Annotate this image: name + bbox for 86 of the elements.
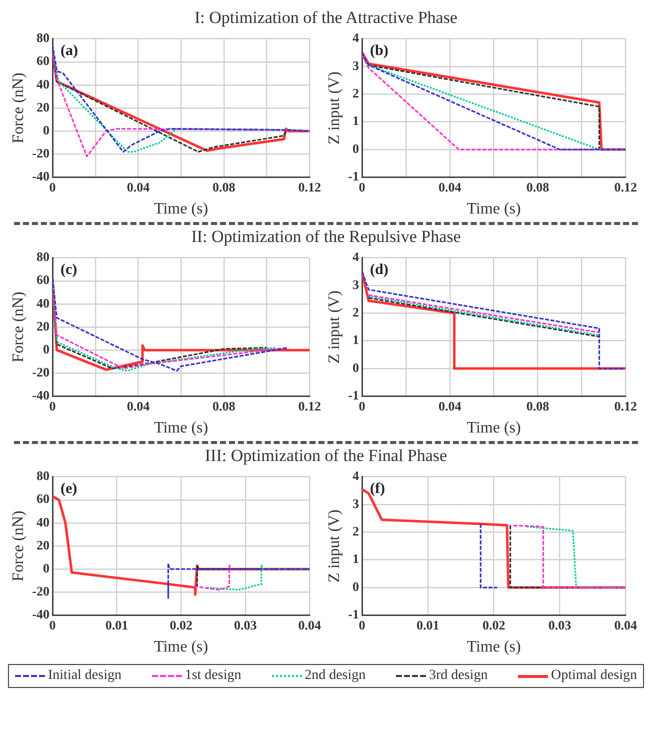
y-tick-label: 0 xyxy=(43,122,50,138)
y-tick-label: 0 xyxy=(352,140,360,156)
y-tick-label: 60 xyxy=(36,491,50,506)
annotation: (c) xyxy=(60,262,78,278)
y-tick-label: -1 xyxy=(348,606,360,622)
y-tick-label: 80 xyxy=(36,249,50,264)
y-tick-label: 2 xyxy=(352,86,360,101)
y-tick-label: 20 xyxy=(36,318,50,334)
annotation: (a) xyxy=(60,43,78,60)
legend-label: Optimal design xyxy=(551,668,637,684)
annotation: (e) xyxy=(60,481,78,498)
x-tick-label: 0.12 xyxy=(614,179,637,194)
y-axis-title: Z input (V) xyxy=(326,510,343,582)
y-tick-label: 2 xyxy=(352,524,360,539)
x-tick-label: 0.02 xyxy=(170,617,192,632)
x-tick-label: 0.12 xyxy=(614,398,637,414)
y-tick-label: 40 xyxy=(36,295,50,310)
annotation: (b) xyxy=(370,43,388,60)
y-tick-label: 0 xyxy=(43,341,50,356)
x-tick-label: 0.04 xyxy=(126,179,150,194)
y-tick-label: 4 xyxy=(352,249,360,264)
x-tick-label: 0.03 xyxy=(548,617,572,632)
y-tick-label: 3 xyxy=(352,58,360,73)
y-axis-title: Force (nN) xyxy=(10,72,27,144)
y-tick-label: 3 xyxy=(352,276,360,292)
x-tick-label: 0.08 xyxy=(526,179,550,194)
legend-label: 3rd design xyxy=(428,668,488,684)
chart-title: II: Optimization of the Repulsive Phase xyxy=(190,227,462,247)
y-tick-label: 1 xyxy=(352,113,360,128)
x-tick-label: 0.08 xyxy=(212,179,236,194)
y-tick-label: -40 xyxy=(32,388,50,403)
y-tick-label: 3 xyxy=(352,496,360,511)
x-tick-label: 0.01 xyxy=(416,617,440,632)
x-axis-title: Time (s) xyxy=(466,200,521,218)
x-tick-label: 0.03 xyxy=(234,617,258,632)
legend-label: Initial design xyxy=(48,668,122,684)
x-tick-label: 0.02 xyxy=(482,617,506,632)
x-tick-label: 0.12 xyxy=(298,179,321,194)
x-tick-label: 0.04 xyxy=(126,398,150,414)
y-tick-label: 60 xyxy=(36,53,50,68)
x-tick-label: 0.04 xyxy=(614,617,638,632)
y-tick-label: 80 xyxy=(36,468,50,484)
y-tick-label: -1 xyxy=(348,388,360,403)
x-axis-title: Time (s) xyxy=(154,420,208,437)
x-tick-label: 0.04 xyxy=(438,179,462,194)
annotation: (f) xyxy=(370,481,386,498)
y-tick-label: 40 xyxy=(36,76,50,92)
y-axis-title: Z input (V) xyxy=(326,72,343,144)
y-tick-label: 60 xyxy=(36,272,50,288)
x-tick-label: 0.08 xyxy=(212,398,236,414)
x-axis-title: Time (s) xyxy=(466,420,521,437)
y-tick-label: 80 xyxy=(36,30,50,46)
chart-title: I: Optimization of the Attractive Phase xyxy=(194,8,458,28)
y-tick-label: 20 xyxy=(36,537,50,552)
y-tick-label: 4 xyxy=(352,30,360,46)
y-axis-title: Z input (V) xyxy=(326,290,343,364)
y-tick-label: -20 xyxy=(32,145,50,160)
x-tick-label: 0.01 xyxy=(105,617,128,632)
x-axis-title: Time (s) xyxy=(154,200,208,218)
legend-label: 2nd design xyxy=(304,668,366,684)
y-tick-label: -20 xyxy=(32,364,50,380)
x-axis-title: Time (s) xyxy=(154,638,208,656)
y-tick-label: 1 xyxy=(352,551,360,566)
y-tick-label: 2 xyxy=(352,304,360,320)
y-tick-label: 0 xyxy=(352,360,360,375)
x-tick-label: 0.04 xyxy=(298,617,322,632)
x-tick-label: 0.04 xyxy=(438,398,462,414)
y-tick-label: 0 xyxy=(352,578,360,594)
y-axis-title: Force (nN) xyxy=(10,510,27,582)
y-tick-label: -20 xyxy=(32,583,50,598)
line-series xyxy=(167,562,310,599)
y-tick-label: 0 xyxy=(43,560,50,576)
y-axis-title: Force (nN) xyxy=(10,292,27,362)
y-tick-label: 40 xyxy=(36,514,50,530)
chart-title: III: Optimization of the Final Phase xyxy=(204,446,448,466)
legend-label: 1st design xyxy=(184,668,242,684)
x-axis-title: Time (s) xyxy=(466,638,521,656)
y-tick-label: -40 xyxy=(32,168,50,184)
x-tick-label: 0.12 xyxy=(298,398,321,414)
annotation: (d) xyxy=(370,262,388,278)
y-tick-label: -40 xyxy=(32,606,50,622)
y-tick-label: 4 xyxy=(352,468,360,484)
y-tick-label: 20 xyxy=(36,99,50,114)
y-tick-label: 1 xyxy=(352,332,360,348)
x-tick-label: 0.08 xyxy=(526,398,550,414)
y-tick-label: -1 xyxy=(348,168,360,184)
